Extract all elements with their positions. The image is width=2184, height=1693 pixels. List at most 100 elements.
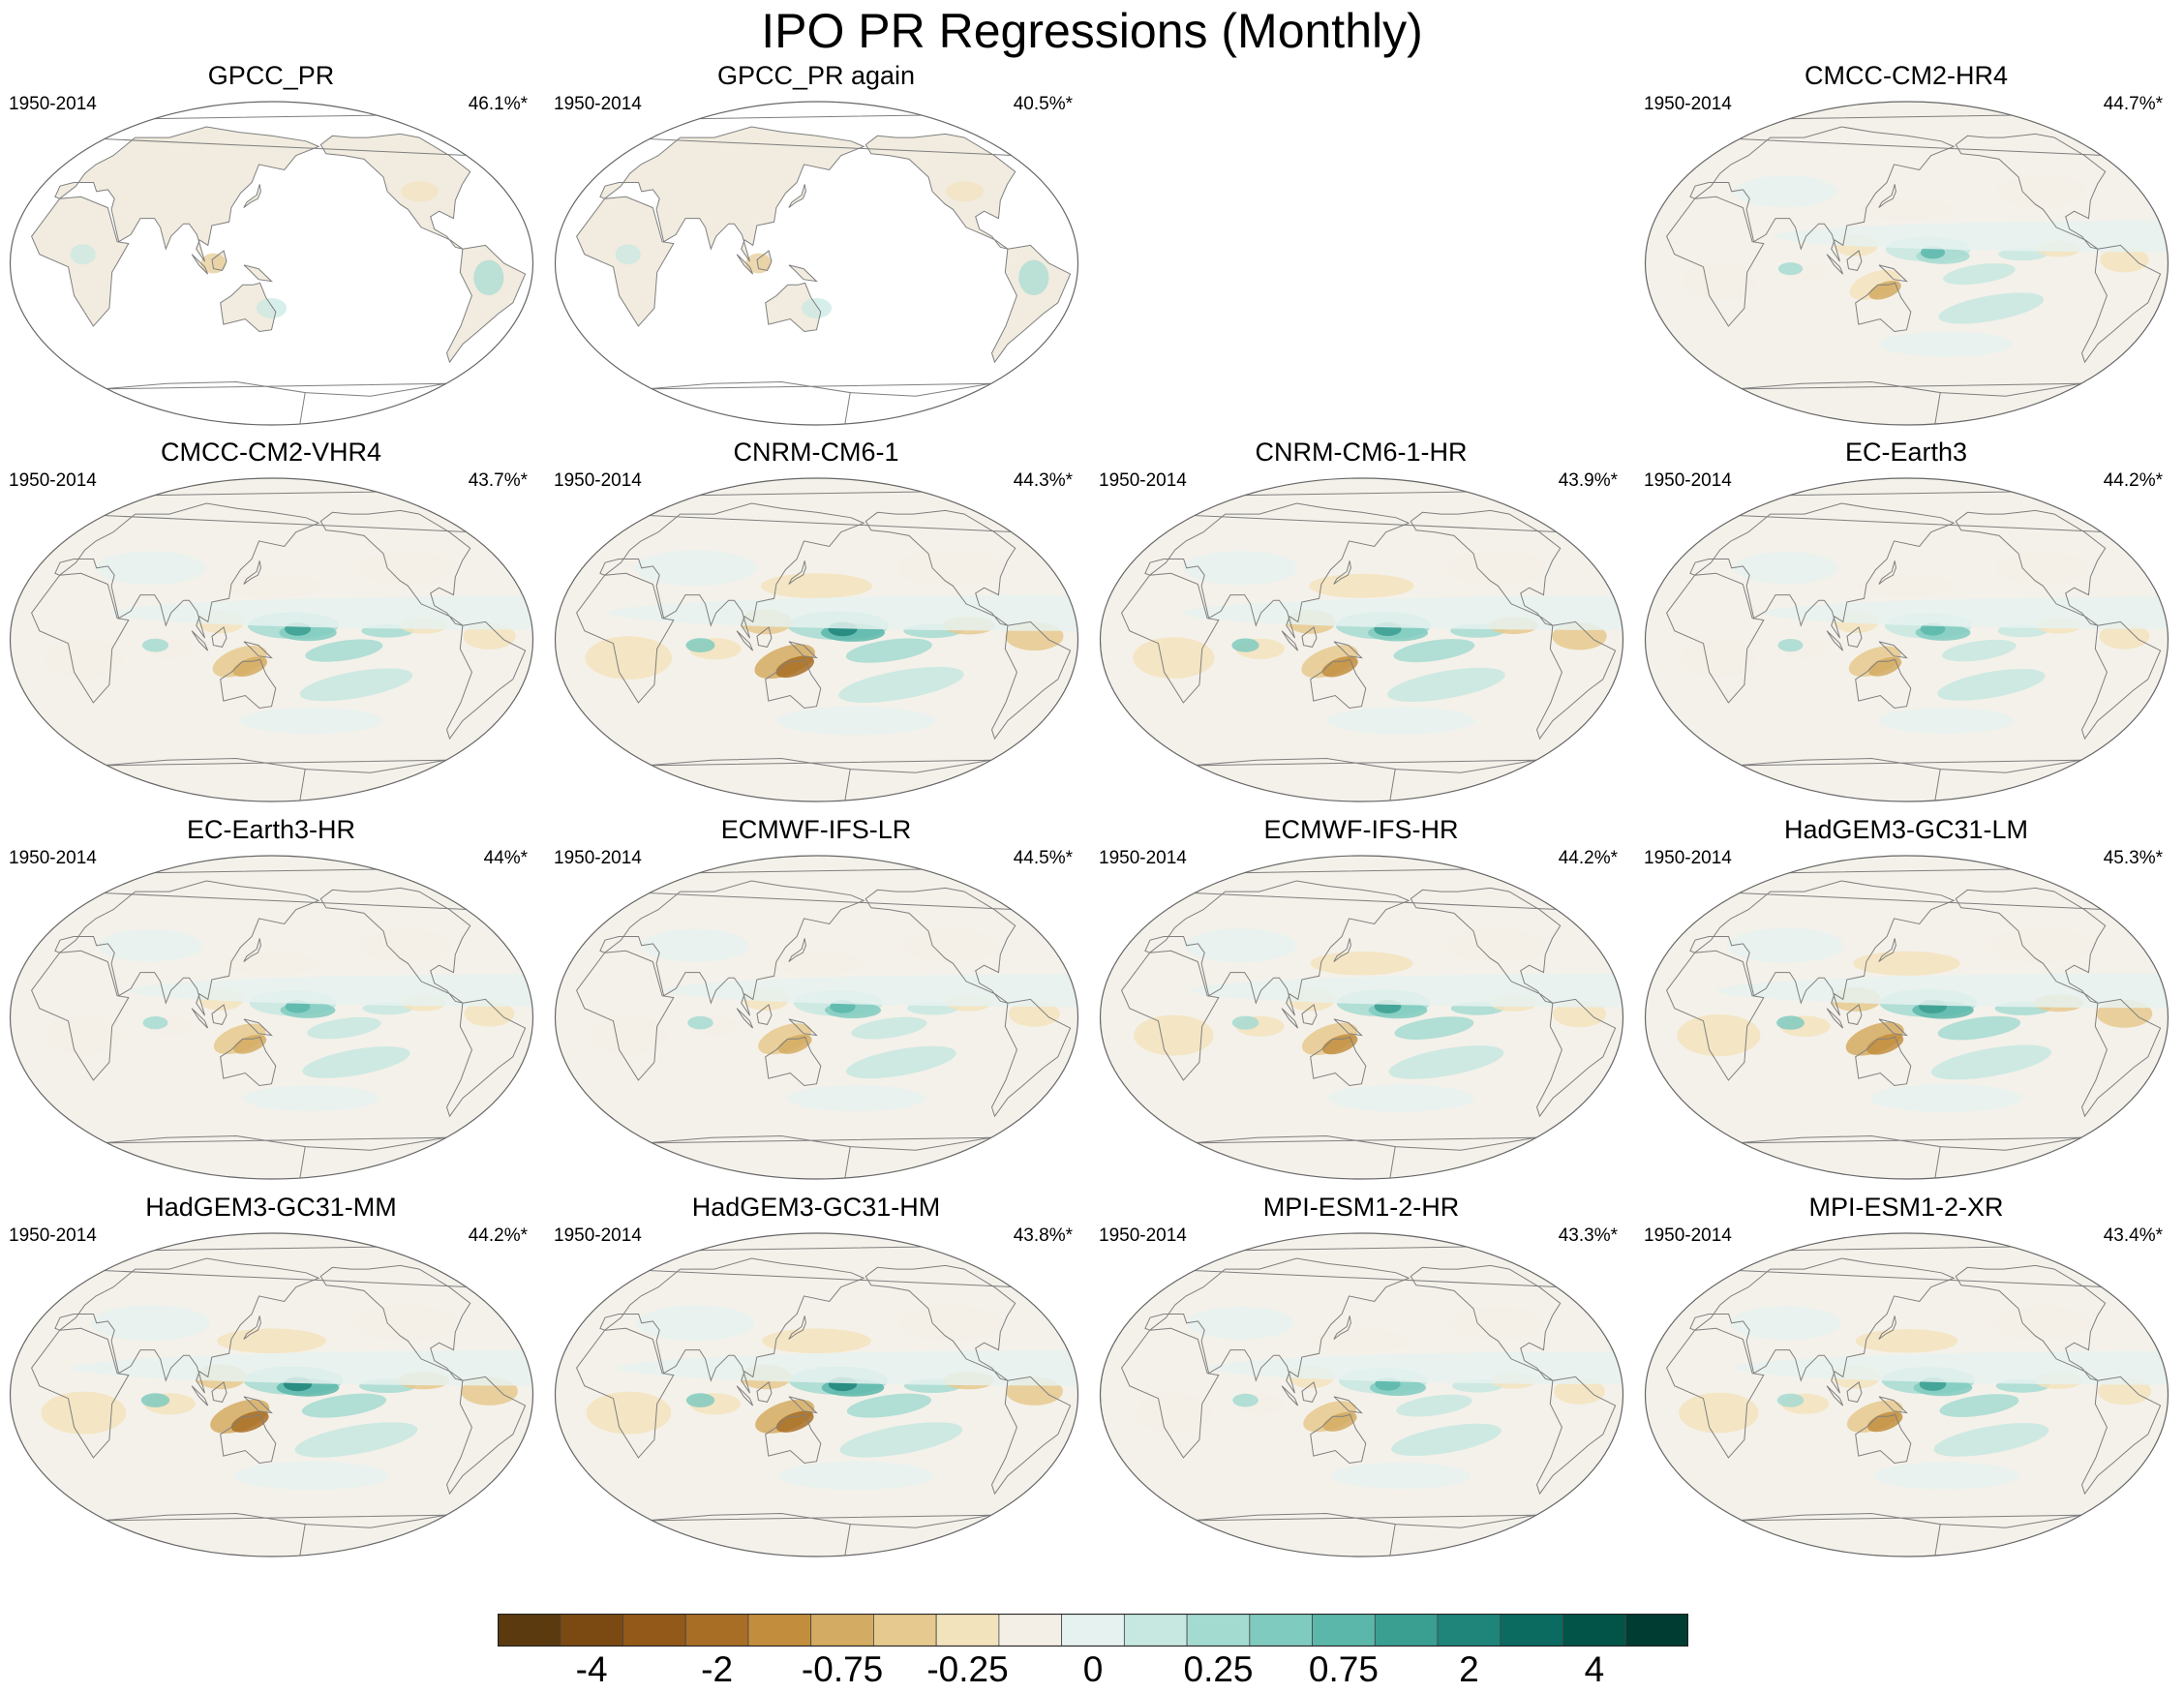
colorbar-frame <box>498 1614 1688 1647</box>
globe-outline <box>1099 1232 1624 1557</box>
coastline-antarctica <box>646 1134 991 1179</box>
anomaly-region <box>1942 639 2017 662</box>
coastline-australia <box>765 1036 822 1087</box>
coastline-eurasia <box>54 502 320 639</box>
panel-title: HadGEM3-GC31-MM <box>145 1193 397 1222</box>
anomaly-region <box>1391 1423 1502 1457</box>
coastline-north-america <box>1955 509 2107 626</box>
anomaly-region <box>1994 552 2088 585</box>
anomaly-region <box>1776 1015 1805 1030</box>
anomaly-region <box>762 1328 871 1354</box>
coastline-eurasia <box>599 502 865 639</box>
anomaly-region <box>775 655 815 679</box>
coastline-antarctica <box>1736 380 2081 425</box>
coastline-indonesia-sumatra <box>736 630 754 651</box>
panel-variance-percent: 43.8%* <box>1013 1225 1073 1246</box>
anomaly-region <box>1446 928 1546 963</box>
map-panel-gpcc2: GPCC_PR again 1950-2014 40.5%* <box>545 60 1087 438</box>
regression-map <box>1099 1232 1624 1557</box>
anomaly-region <box>786 1085 926 1111</box>
panel-title: HadGEM3-GC31-HM <box>691 1193 941 1222</box>
anomaly-region <box>1777 262 1804 276</box>
anomaly-region <box>1682 262 1755 301</box>
colorbar-tick-label: -0.25 <box>926 1649 1009 1689</box>
land-fill-australia <box>220 283 276 332</box>
land-fill-north-america <box>320 134 470 250</box>
coastline-japan <box>788 184 806 208</box>
coastline-new-guinea <box>1878 1396 1908 1414</box>
anomaly-region <box>1859 574 1955 597</box>
coastline-new-guinea <box>788 1396 818 1414</box>
panel-title: HadGEM3-GC31-LM <box>1783 815 2029 844</box>
anomaly-region <box>1445 551 1547 586</box>
panel-period: 1950-2014 <box>554 94 642 114</box>
coastline-north-america <box>319 133 471 250</box>
panel-variance-percent: 43.7%* <box>468 470 528 491</box>
anomaly-region <box>464 1001 515 1027</box>
colorbar-tick-label: 4 <box>1584 1649 1605 1689</box>
panel-variance-percent: 44.2%* <box>1558 848 1618 868</box>
map-panel-cmcc-hr4: CMCC-CM2-HR4 1950-2014 44.7%* <box>1635 60 2177 438</box>
coastline-australia <box>765 658 822 710</box>
panel-title: CMCC-CM2-VHR4 <box>161 438 381 467</box>
anomaly-region <box>1322 1411 1357 1432</box>
coastline-africa <box>576 1327 675 1459</box>
anomaly-region <box>1396 1394 1472 1417</box>
land-fill-south-america <box>991 245 1071 363</box>
coastline-australia <box>1855 1036 1912 1087</box>
coastline-antarctica <box>646 1512 991 1557</box>
panel-period: 1950-2014 <box>9 94 97 114</box>
map-panel-ec-earth3-hr: EC-Earth3-HR 1950-2014 44%* <box>0 814 542 1192</box>
anomaly-region <box>838 666 964 703</box>
coastline-africa <box>31 196 130 327</box>
coastline-south-america <box>445 620 527 741</box>
anomaly-region <box>46 1015 121 1055</box>
coastline-japan <box>1878 560 1896 585</box>
coastline-antarctica <box>101 757 446 801</box>
anomaly-region <box>1937 669 2046 701</box>
coastline-antarctica <box>1191 757 1536 801</box>
coastline-africa <box>31 572 130 704</box>
coastline-antarctica <box>1191 1512 1536 1557</box>
coastline-eurasia <box>54 126 320 262</box>
anomaly-region <box>473 259 504 296</box>
colorbar <box>498 1614 1688 1647</box>
colorbar-swatch <box>1500 1614 1563 1647</box>
anomaly-region <box>585 636 673 680</box>
coastline-antarctica <box>1736 1134 2081 1179</box>
panel-period: 1950-2014 <box>9 848 97 868</box>
panel-title: CNRM-CM6-1 <box>733 438 899 467</box>
globe-outline <box>554 477 1079 802</box>
panel-title: ECMWF-IFS-LR <box>720 815 912 844</box>
anomaly-region <box>463 622 516 650</box>
panel-variance-percent: 45.3%* <box>2103 848 2163 868</box>
coastline-south-america <box>990 244 1072 364</box>
panel-variance-percent: 44.2%* <box>468 1225 528 1246</box>
coastline-eurasia <box>1144 880 1410 1016</box>
coastline-eurasia <box>599 1257 865 1394</box>
panel-period: 1950-2014 <box>9 1225 97 1246</box>
globe-outline <box>9 477 534 802</box>
coastline-australia <box>1855 282 1912 333</box>
coastline-japan <box>788 560 806 585</box>
coastline-africa <box>576 196 675 327</box>
anomaly-region <box>1136 1393 1212 1433</box>
globe-outline <box>1099 855 1624 1180</box>
coastline-antarctica <box>646 380 991 425</box>
coastline-africa <box>31 950 130 1081</box>
anomaly-region <box>1860 197 1954 221</box>
coastline-south-america <box>1535 998 1617 1118</box>
anomaly-region <box>1920 246 1946 259</box>
coastline-south-america <box>2080 998 2162 1118</box>
coastline-south-america <box>2080 244 2162 364</box>
panel-variance-percent: 46.1%* <box>468 94 528 114</box>
coastline-eurasia <box>1144 1257 1410 1394</box>
panel-title: CNRM-CM6-1-HR <box>1255 438 1468 467</box>
anomaly-region <box>1448 1306 1544 1340</box>
map-panel-mpi-xr: MPI-ESM1-2-XR 1950-2014 43.4%* <box>1635 1192 2177 1569</box>
anomaly-region <box>778 1461 934 1491</box>
anomaly-region <box>801 297 833 318</box>
panel-variance-percent: 44%* <box>483 848 528 868</box>
anomaly-region <box>217 1328 326 1354</box>
globe-outline <box>1644 855 2169 1180</box>
